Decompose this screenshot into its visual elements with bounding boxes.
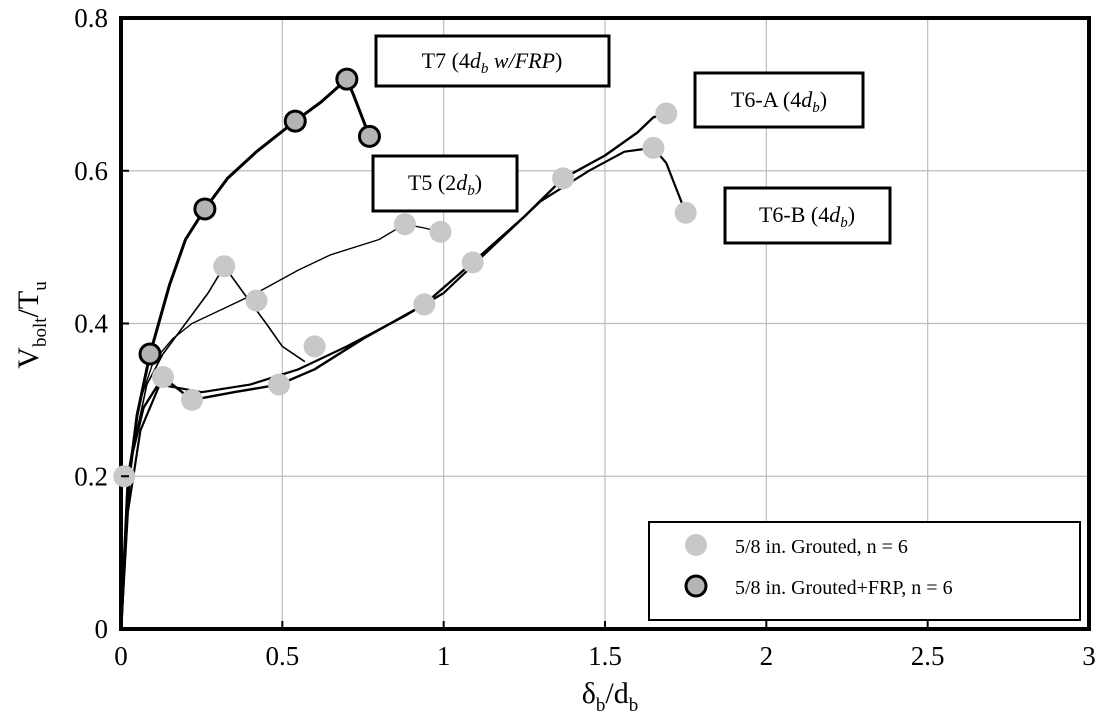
x-tick-label: 1 [437, 641, 451, 671]
x-axis-ticks: 0 0.5 1 1.5 2 2.5 3 [114, 621, 1096, 671]
marker-grouted [674, 201, 697, 224]
callout-t6b: T6-B (4db) [723, 186, 892, 245]
svg-text:T6-A (4db): T6-A (4db) [731, 87, 827, 116]
x-axis-title: δb/db [582, 677, 638, 716]
legend-marker-frp [684, 574, 708, 598]
callout-t5: T5 (2db) [371, 154, 519, 213]
curve-2 [120, 265, 306, 630]
marker-grouted [245, 289, 268, 312]
svg-text:T6-B (4db): T6-B (4db) [759, 202, 855, 231]
legend-marker-grouted [685, 534, 707, 556]
svg-text:T5 (2db): T5 (2db) [408, 170, 482, 199]
curve-4 [119, 146, 687, 630]
marker-grouted [213, 255, 236, 278]
y-tick-label: 0 [95, 614, 109, 644]
marker-frp [335, 67, 359, 91]
marker-grouted [393, 213, 416, 236]
marker-grouted [461, 251, 484, 274]
marker-frp [193, 197, 217, 221]
legend: 5/8 in. Grouted, n = 6 5/8 in. Grouted+F… [648, 521, 1081, 621]
x-tick-label: 2.5 [911, 641, 945, 671]
svg-text:T7 (4db w/FRP): T7 (4db w/FRP) [422, 48, 563, 77]
x-tick-label: 0.5 [265, 641, 299, 671]
markers [113, 67, 697, 488]
marker-grouted [429, 220, 452, 243]
y-tick-label: 0.2 [74, 461, 108, 491]
y-tick-label: 0.8 [74, 3, 108, 33]
callout-t6a: T6-A (4db) [693, 71, 865, 129]
marker-grouted [413, 293, 436, 316]
marker-grouted [642, 136, 665, 159]
y-tick-label: 0.6 [74, 156, 108, 186]
marker-grouted [180, 388, 203, 411]
marker-grouted [151, 365, 174, 388]
y-axis-title: Vbolt/Tu [12, 281, 51, 369]
marker-frp [357, 124, 381, 148]
marker-frp [138, 342, 162, 366]
legend-label-frp: 5/8 in. Grouted+FRP, n = 6 [735, 577, 953, 599]
x-tick-label: 2 [760, 641, 774, 671]
marker-grouted [655, 102, 678, 125]
callout-t7: T7 (4db w/FRP) [374, 34, 611, 88]
x-tick-label: 0 [114, 641, 128, 671]
y-axis-ticks: 0 0.2 0.4 0.6 0.8 [74, 3, 129, 644]
x-tick-label: 1.5 [588, 641, 622, 671]
y-tick-label: 0.4 [74, 309, 108, 339]
marker-grouted [552, 167, 575, 190]
marker-frp [283, 109, 307, 133]
x-tick-label: 3 [1082, 641, 1096, 671]
marker-grouted [268, 373, 291, 396]
legend-label-grouted: 5/8 in. Grouted, n = 6 [735, 536, 908, 558]
marker-grouted [303, 335, 326, 358]
